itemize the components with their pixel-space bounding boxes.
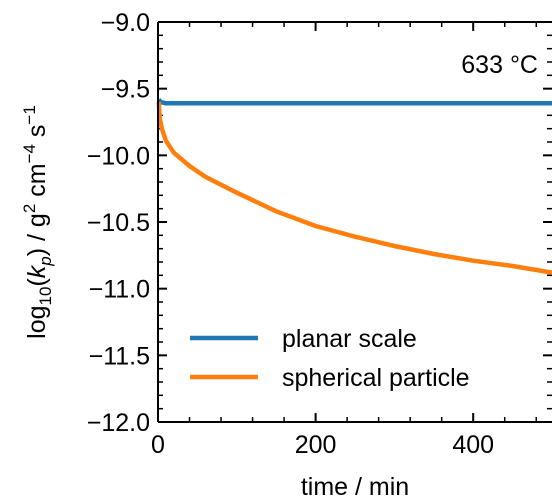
x-tick-label: 0 xyxy=(151,431,165,459)
axes-frame xyxy=(157,21,552,423)
x-axis-title: time / min xyxy=(301,473,409,501)
y-tick-label: −9.5 xyxy=(101,76,150,104)
series-line-spherical-particle xyxy=(156,101,552,275)
y-tick-label: −12.0 xyxy=(87,409,150,437)
y-title-close: ) / g xyxy=(23,213,51,256)
x-tick-label: 200 xyxy=(295,431,337,459)
y-title-cm: cm xyxy=(23,163,51,203)
y-tick-label: −10.5 xyxy=(87,209,150,237)
y-title-s: s xyxy=(23,125,51,144)
legend: planar scale spherical particle xyxy=(190,325,470,392)
legend-label-planar-scale: planar scale xyxy=(282,325,417,353)
y-title-s-exp: −1 xyxy=(20,105,39,124)
y-tick-label: −11.0 xyxy=(89,276,150,304)
y-tick-label: −10.0 xyxy=(87,142,150,170)
y-title-cm-exp: −4 xyxy=(20,144,39,163)
ticks-layer: −12.0 −11.5 −11.0 −10.5 −10.0 −9.5 −9.0 0 200 400 xyxy=(87,9,552,459)
y-title-open: ( xyxy=(23,278,51,287)
y-tick-label: −9.0 xyxy=(101,9,150,37)
y-title-g-exp: 2 xyxy=(20,204,39,213)
series-layer xyxy=(156,98,552,275)
y-title-log: log xyxy=(23,305,51,338)
y-tick-label: −11.5 xyxy=(89,342,150,370)
legend-label-spherical-particle: spherical particle xyxy=(282,364,470,392)
y-axis-title: log10(kp) / g2 cm−4 s−1 xyxy=(20,105,55,339)
y-title-k-sub: p xyxy=(36,256,55,266)
series-line-planar-scale xyxy=(156,98,552,106)
y-title-log-sub: 10 xyxy=(36,287,55,306)
x-tick-label: 400 xyxy=(452,431,494,459)
y-title-k: k xyxy=(23,264,51,278)
temperature-annotation: 633 °C xyxy=(461,51,538,79)
